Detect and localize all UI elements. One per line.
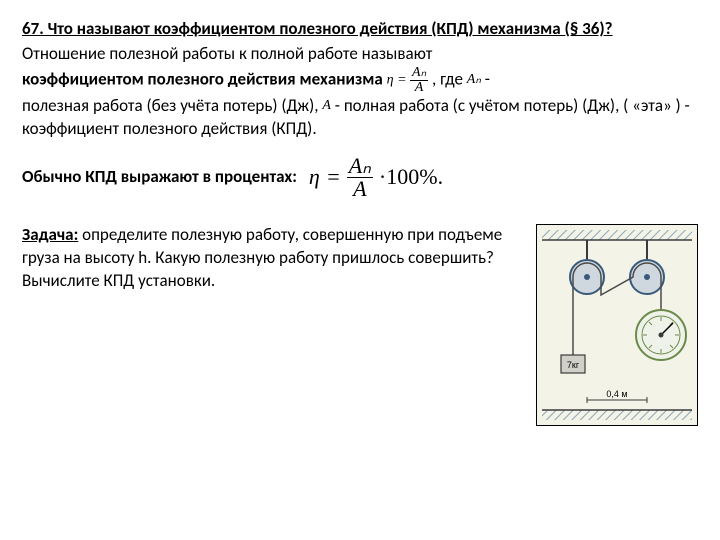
pulley-figure: 7кг 0,4 м (536, 224, 698, 426)
dim-label: 0,4 м (606, 389, 627, 399)
task-label: Задача: (22, 224, 78, 245)
def-term: коэффициентом полезного действия механиз… (22, 68, 387, 89)
def-part1: Отношение полезной работы к полной работ… (22, 43, 432, 64)
eta-big-num: Aₙ (347, 155, 373, 178)
task-block: Задача: определите полезную работу, сове… (22, 224, 516, 293)
eta-frac: Aₙ A (410, 66, 428, 95)
eta-formula-big: η = Aₙ A ·100%. (309, 155, 443, 200)
eta-symbol: η (387, 73, 394, 88)
eta-formula-small: η = Aₙ A (387, 66, 429, 95)
definition-text: Отношение полезной работы к полной работ… (22, 43, 698, 141)
eta-big-mult: ·100%. (379, 162, 443, 192)
eta-eq: = (397, 73, 406, 88)
eta-big-frac: Aₙ A (347, 155, 373, 200)
eta-den: A (410, 81, 428, 95)
eta-big-den: A (347, 178, 373, 200)
pulley-svg: 7кг 0,4 м (537, 225, 697, 425)
eta-num: Aₙ (410, 66, 428, 81)
question-title: 67. Что называют коэффициентом полезного… (22, 18, 698, 41)
def-gde: , где (432, 68, 467, 89)
eta-big-symbol: η (309, 162, 320, 192)
def-dash1: - (485, 68, 490, 89)
percent-paragraph: Обычно КПД выражают в процентах: η = Aₙ … (22, 155, 698, 200)
a-n-symbol: Aₙ (467, 71, 481, 90)
eta-big-eq: = (326, 162, 341, 192)
a-full-symbol: A (322, 97, 331, 116)
def-part2a: полезная работа (без учёта потерь) (Дж), (22, 95, 322, 116)
weight-label: 7кг (567, 360, 580, 370)
percent-text: Обычно КПД выражают в процентах: (22, 166, 297, 189)
task-text: определите полезную работу, совершенную … (22, 224, 502, 291)
bottom-row: Задача: определите полезную работу, сове… (22, 224, 698, 426)
